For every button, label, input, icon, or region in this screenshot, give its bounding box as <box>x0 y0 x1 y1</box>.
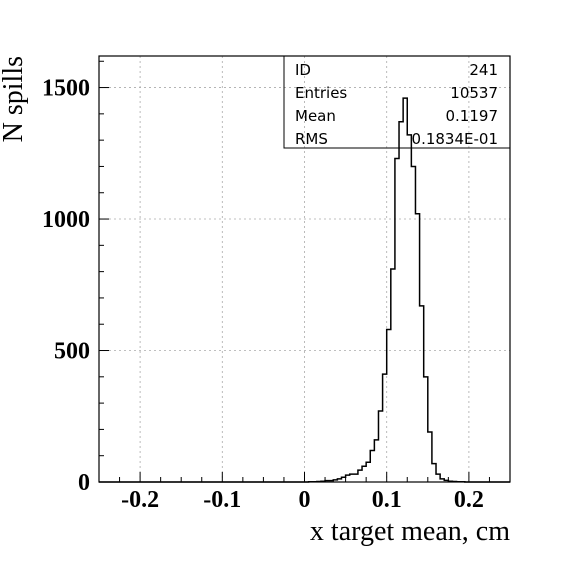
stats-value: 0.1197 <box>446 107 499 125</box>
x-tick-label: 0.1 <box>372 487 402 513</box>
stats-value: 241 <box>469 61 498 79</box>
x-tick-label: -0.1 <box>203 487 241 513</box>
stats-box-frame <box>283 55 511 149</box>
stats-label: Mean <box>295 107 336 125</box>
x-tick-labels: -0.2 -0.1 0 0.1 0.2 <box>121 487 484 513</box>
stats-label: RMS <box>295 130 328 148</box>
y-tick-labels: 0 500 1000 1500 <box>42 76 90 496</box>
histogram-outline <box>99 97 510 483</box>
y-tick-label: 500 <box>54 339 90 365</box>
stats-label: Entries <box>295 84 347 102</box>
y-tick-label: 1000 <box>42 207 90 233</box>
x-tick-label: 0 <box>299 487 311 513</box>
y-tick-label: 0 <box>78 470 90 496</box>
grid-lines <box>99 56 510 482</box>
stats-value: 10537 <box>450 84 498 102</box>
x-tick-label: 0.2 <box>454 487 484 513</box>
x-tick-label: -0.2 <box>121 487 159 513</box>
stats-value: 0.1834E-01 <box>412 130 498 148</box>
y-tick-label: 1500 <box>42 76 90 102</box>
y-axis-title: N spills <box>0 56 29 142</box>
stats-label: ID <box>295 61 311 79</box>
stats-box: ID 241 Entries 10537 Mean 0.1197 RMS 0.1834E-01 <box>283 55 511 149</box>
x-axis-title: x target mean, cm <box>310 516 510 547</box>
